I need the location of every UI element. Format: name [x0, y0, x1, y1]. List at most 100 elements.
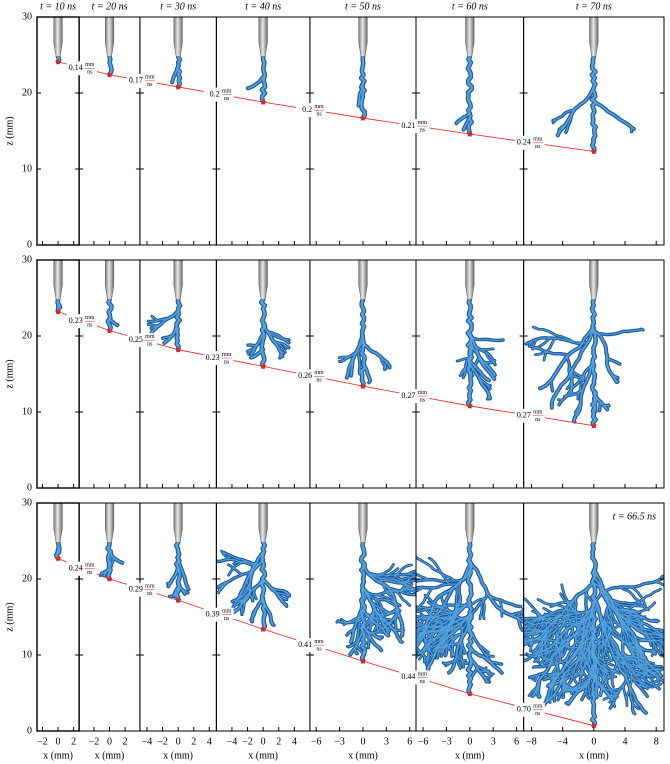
- streamer-branch: [466, 620, 472, 629]
- streamer-branch: [108, 55, 113, 76]
- panel-title: t = 30 ns: [160, 1, 196, 12]
- streamer-branch: [625, 672, 633, 700]
- x-tick-label: −3: [334, 736, 345, 747]
- streamer-branch: [500, 648, 518, 649]
- x-tick-label: 0: [360, 736, 365, 747]
- streamer-branch: [423, 655, 425, 662]
- streamer-branch: [562, 687, 568, 690]
- streamer-branch: [636, 668, 660, 676]
- streamer-branch: [529, 339, 534, 346]
- streamer-branch: [409, 629, 413, 631]
- streamer-branch: [526, 622, 535, 625]
- streamer-branch: [605, 613, 616, 624]
- streamer-branch: [416, 606, 465, 621]
- streamer-branch: [634, 660, 654, 682]
- streamer-branch: [567, 672, 588, 692]
- x-tick-label: 0: [176, 736, 181, 747]
- streamer-branch: [594, 669, 599, 698]
- streamer-branch: [386, 627, 391, 632]
- streamer-branch: [611, 639, 629, 671]
- streamer-branch: [602, 624, 656, 653]
- streamer-branch: [427, 658, 430, 661]
- annotation: t = 66.5 ns: [613, 511, 657, 522]
- streamer-branch: [639, 663, 662, 667]
- streamer-branch: [537, 617, 553, 634]
- streamer-branch: [428, 557, 450, 585]
- streamer-branch: [535, 691, 539, 698]
- speed-unit-den: ns: [224, 616, 230, 622]
- streamer-branch: [350, 335, 364, 377]
- streamer-branch: [365, 613, 393, 624]
- streamer-branch: [416, 587, 434, 611]
- streamer-branch: [621, 627, 625, 657]
- y-tick-label: 0: [27, 482, 32, 493]
- needle: [104, 17, 115, 57]
- streamer-branch: [260, 541, 267, 631]
- label-bg: [296, 103, 327, 118]
- streamer-branch: [504, 642, 506, 643]
- streamer-branch: [384, 609, 396, 616]
- x-axis-label: x (mm): [455, 750, 485, 761]
- streamer-branch: [346, 629, 355, 636]
- streamer-branch: [384, 599, 396, 607]
- streamer-branch: [431, 638, 442, 647]
- needle: [53, 260, 63, 300]
- streamer-branch: [408, 663, 412, 665]
- streamer-branch: [218, 583, 223, 594]
- streamer-branch: [248, 350, 251, 355]
- streamer-branch: [583, 674, 591, 681]
- streamer-branch: [529, 686, 538, 696]
- streamer-branch: [370, 623, 374, 626]
- streamer-branch: [628, 641, 640, 647]
- streamer-branch: [238, 551, 264, 599]
- y-axis-label: z (mm): [4, 116, 15, 145]
- streamer-branch: [595, 397, 598, 412]
- streamer-branch: [466, 55, 473, 136]
- streamer-branch: [416, 583, 458, 589]
- streamer-branch: [541, 632, 552, 657]
- x-tick-label: 0: [107, 736, 112, 747]
- x-tick-label: 2: [123, 736, 128, 747]
- streamer-branch: [554, 652, 559, 682]
- streamer-branch: [617, 609, 641, 614]
- streamer-branch: [546, 682, 554, 703]
- x-tick-label: 4: [292, 736, 297, 747]
- speed-unit-den: ns: [147, 82, 153, 88]
- needle: [173, 260, 183, 300]
- speed-label: 0.29: [129, 584, 143, 593]
- streamer-branch: [561, 674, 573, 685]
- streamer-branch: [416, 617, 426, 628]
- panel: [166, 503, 191, 603]
- streamer-branch: [592, 621, 605, 632]
- streamer-branch: [528, 636, 548, 641]
- x-tick-label: −2: [157, 736, 168, 747]
- streamer-branch: [394, 606, 398, 632]
- streamer-branch: [416, 636, 424, 643]
- streamer-branch: [561, 639, 569, 647]
- streamer-branch: [459, 627, 464, 629]
- needle: [358, 260, 368, 300]
- streamer-branch: [356, 350, 361, 375]
- streamer-branch: [377, 574, 401, 612]
- streamer-branch: [350, 613, 364, 643]
- speed-unit-num: mm: [533, 704, 543, 710]
- streamer-branch: [554, 692, 562, 697]
- y-tick-label: 20: [22, 573, 32, 584]
- streamer-branch: [629, 639, 663, 645]
- streamer-branch: [602, 674, 607, 682]
- streamer-branch: [626, 623, 636, 628]
- streamer-branch: [398, 575, 415, 584]
- streamer-branch: [532, 326, 575, 343]
- streamer-branch: [416, 623, 427, 633]
- speed-unit-num: mm: [222, 352, 232, 358]
- streamer-branch: [613, 700, 616, 707]
- streamer-branch: [655, 668, 665, 671]
- streamer-branch: [517, 617, 523, 631]
- streamer-branch: [441, 596, 450, 612]
- streamer-branch: [651, 647, 657, 656]
- panel: [53, 260, 63, 314]
- streamer-branch: [438, 616, 454, 619]
- streamer-branch: [280, 351, 285, 354]
- streamer-branch: [642, 665, 648, 675]
- streamer-branch: [512, 641, 513, 642]
